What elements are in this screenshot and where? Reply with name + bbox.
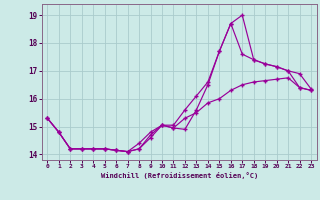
X-axis label: Windchill (Refroidissement éolien,°C): Windchill (Refroidissement éolien,°C) xyxy=(100,172,258,179)
